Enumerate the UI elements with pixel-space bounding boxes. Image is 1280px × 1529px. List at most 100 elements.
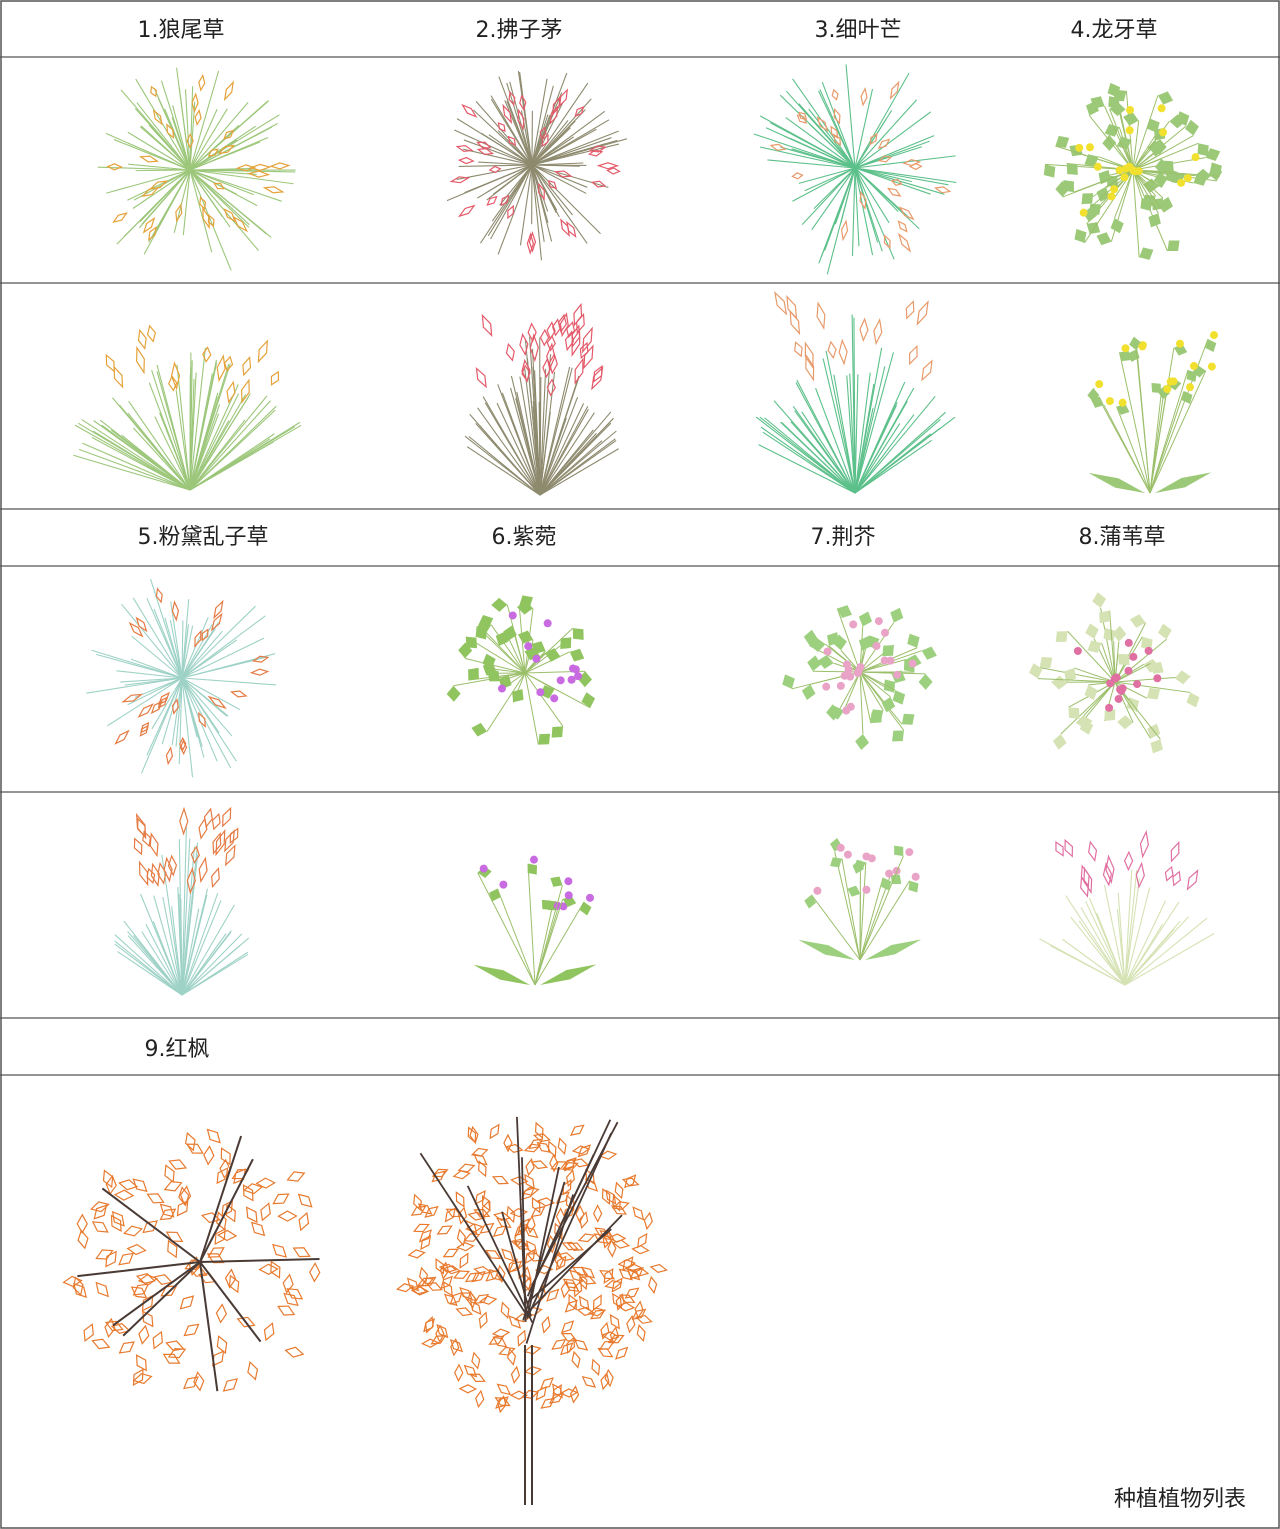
blade (854, 416, 956, 494)
leaf (1150, 739, 1163, 754)
blade (780, 146, 856, 169)
leaf (226, 380, 236, 404)
blade (189, 393, 251, 491)
leaf (858, 635, 872, 651)
leaf (1028, 663, 1043, 679)
leaf (612, 1201, 630, 1211)
leaf (135, 1354, 147, 1372)
leaf (859, 190, 867, 211)
leaf (491, 1328, 511, 1338)
leaf (270, 370, 280, 386)
leaf (551, 1338, 567, 1350)
leaf (574, 357, 584, 385)
blade (131, 635, 183, 679)
leaf (1119, 351, 1132, 362)
flower (1093, 162, 1102, 171)
blade (150, 578, 183, 679)
leaf (1117, 653, 1130, 666)
blade (1124, 878, 1141, 986)
leaf (206, 1253, 225, 1264)
leaf (142, 216, 156, 234)
blade (132, 597, 183, 679)
leaf (171, 698, 179, 715)
leaf (471, 1351, 481, 1370)
leaf (890, 607, 904, 623)
leaf (207, 214, 215, 228)
flower (1207, 362, 1216, 371)
leaf (284, 1346, 305, 1358)
leaf (587, 1307, 607, 1317)
leaf (452, 1270, 471, 1279)
flower (867, 854, 876, 863)
leaf (475, 626, 488, 640)
leaf (111, 1210, 125, 1227)
blade (477, 407, 541, 496)
leaf (556, 1252, 575, 1262)
leaf (632, 1206, 645, 1221)
blade (127, 677, 183, 706)
blade (765, 127, 856, 169)
blade (181, 605, 256, 679)
leaf (566, 1242, 585, 1252)
flower (1118, 398, 1127, 407)
leaf (560, 1342, 574, 1356)
leaf (395, 1283, 415, 1293)
leaf (503, 1133, 513, 1153)
leaf (921, 359, 933, 382)
blade (189, 108, 228, 171)
leaf (121, 693, 144, 703)
flower (840, 671, 849, 680)
leaf (551, 726, 563, 738)
blade (93, 420, 191, 491)
leaf (581, 1375, 597, 1388)
blade (176, 67, 191, 171)
stem (1132, 142, 1199, 171)
flower (1157, 104, 1166, 113)
leaf (933, 186, 952, 194)
stem (1132, 95, 1159, 171)
blade (854, 381, 906, 494)
leaf (1055, 631, 1068, 643)
leaf (538, 182, 545, 201)
leaf (449, 176, 471, 184)
leaf (213, 599, 224, 620)
blade (189, 384, 239, 491)
leaf (286, 1171, 306, 1182)
leaf (909, 344, 918, 366)
leaf (549, 105, 559, 125)
leaf (826, 632, 840, 646)
leaf (1143, 178, 1159, 193)
leaf (186, 866, 196, 895)
leaf (102, 1169, 114, 1189)
blade (854, 111, 932, 169)
blade (181, 908, 200, 996)
leaf (536, 1197, 556, 1207)
leaf (476, 141, 492, 149)
blade (161, 677, 183, 745)
leaf (207, 695, 227, 710)
leaf (1151, 383, 1162, 394)
leaf (452, 1170, 471, 1180)
leaf (506, 1347, 517, 1366)
leaf (528, 1138, 544, 1150)
leaf (847, 885, 861, 897)
leaf (798, 111, 808, 121)
leaf (481, 1199, 491, 1218)
leaf (769, 143, 787, 151)
blade (181, 677, 232, 769)
leaf (1043, 164, 1056, 178)
flower (564, 891, 573, 900)
leaf (114, 729, 130, 745)
flower (893, 670, 902, 679)
leaf (142, 1310, 154, 1328)
leaf (794, 341, 803, 358)
blade (189, 347, 206, 491)
leaf (571, 324, 581, 348)
leaf (435, 1324, 445, 1344)
blade (854, 135, 935, 169)
blade (117, 951, 183, 996)
blade (822, 358, 856, 494)
flower (1125, 162, 1134, 171)
blade (189, 169, 237, 195)
blade (539, 397, 579, 496)
